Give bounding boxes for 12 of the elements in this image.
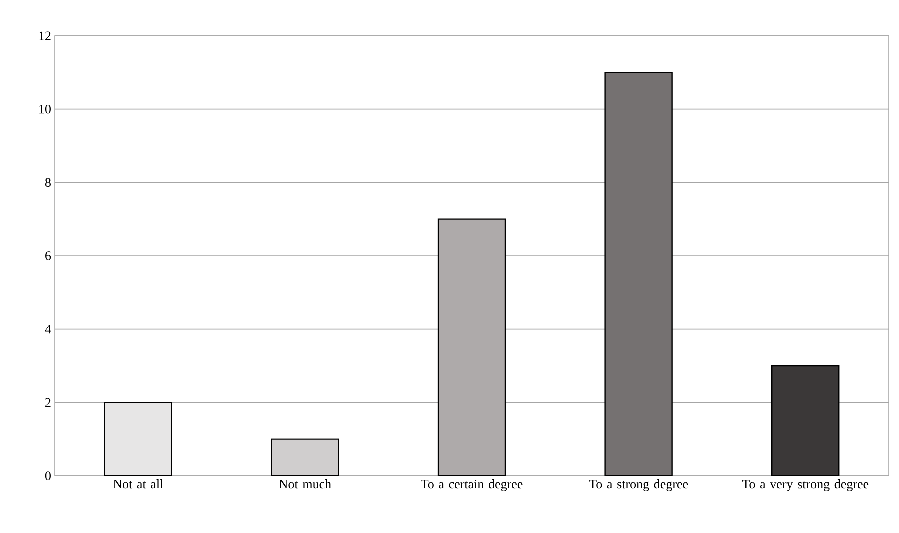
x-tick-label: To a strong degree	[589, 480, 688, 492]
y-tick-label: 2	[46, 398, 51, 407]
y-tick-label: 10	[40, 104, 51, 114]
x-tick-label: Not much	[279, 480, 332, 489]
y-tick-label: 0	[45, 472, 51, 480]
x-tick-label: To a certain degree	[421, 480, 523, 492]
x-tick-label: To a very strong degree	[742, 480, 869, 492]
y-tick-label: 8	[45, 178, 51, 188]
y-tick-label: 12	[40, 32, 51, 40]
x-tick-label: Not at all	[114, 480, 164, 489]
y-tick-label: 6	[46, 252, 52, 260]
y-tick-label: 4	[45, 325, 52, 334]
